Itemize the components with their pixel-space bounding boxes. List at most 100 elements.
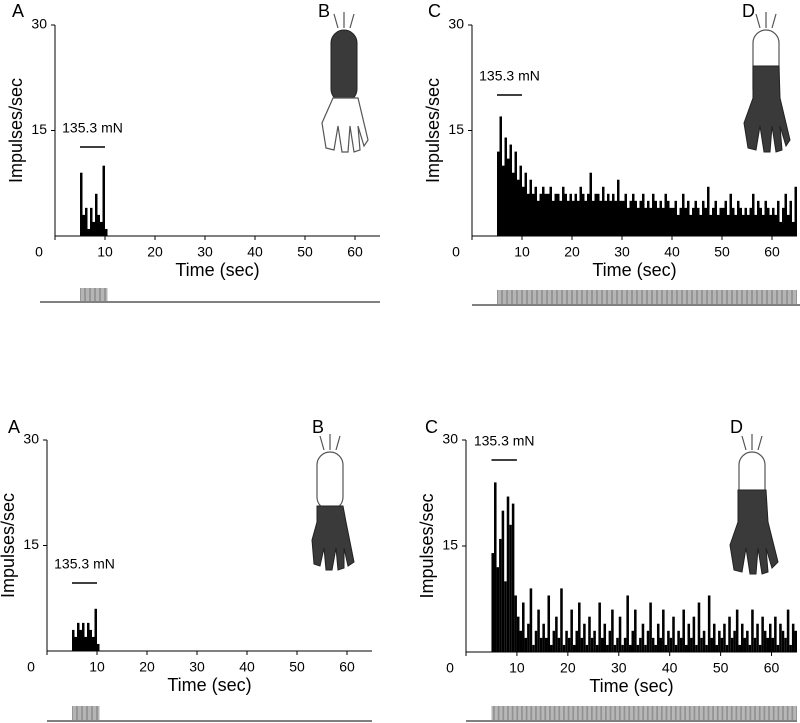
bar [771,637,775,652]
bar [595,644,599,652]
x-tick-label: 40 [247,244,263,260]
bar [604,200,607,236]
bar [544,193,547,236]
bar [603,623,607,652]
bar [609,200,612,236]
bar [632,193,635,236]
x-tick-label: 20 [139,659,155,675]
bar [720,637,724,652]
bar [729,193,732,236]
bar [709,214,712,236]
y-axis-label: Impulses/sec [417,493,437,598]
bar [742,214,745,236]
bar [89,629,92,651]
y-tick-label: 15 [31,121,47,137]
bar [776,644,780,652]
bar [589,172,592,236]
bar [677,630,680,652]
bar [532,193,535,236]
bar [758,644,762,652]
bar [749,207,752,236]
bar [588,616,591,652]
bar [647,200,650,236]
bar [504,581,507,652]
bar [97,214,100,236]
bar [725,644,729,652]
bar [569,193,572,236]
bar [618,616,622,652]
bar [524,172,527,236]
bar [747,214,750,236]
image-label: B [318,1,330,21]
bar [602,186,605,236]
image-label: D [742,1,755,21]
bar [587,193,590,236]
bar [585,644,589,652]
x-axis-label: Time (sec) [589,676,673,696]
bar [717,214,720,236]
bar [664,644,668,652]
stimulus-label: 135.3 mN [54,556,115,572]
x-tick-label: 10 [97,244,113,260]
bar [739,207,742,236]
bar [544,637,548,652]
bar [735,609,739,652]
bar [667,630,670,652]
bar [606,644,609,652]
stimulus-label: 135.3 mN [474,433,535,449]
bar [743,637,747,652]
bar [777,200,780,236]
bar [710,637,713,652]
bar [689,214,692,236]
y-tick-label: 30 [31,16,47,32]
x-tick-label: 20 [560,660,576,676]
bar [511,503,515,652]
bar [554,193,557,236]
bar [644,644,647,652]
bar [552,200,555,236]
bar [699,214,702,236]
bar [578,602,581,652]
bar [746,630,749,652]
x-tick-label: 60 [764,244,780,260]
y-tick-label: 15 [23,536,39,552]
x-tick-label: 50 [714,244,730,260]
bar [575,630,579,652]
bar [697,602,701,652]
bar [684,207,687,236]
bar [534,630,538,652]
bar [552,630,556,652]
bar [656,623,660,652]
bar [617,179,620,236]
bar [657,207,660,236]
bar [639,637,642,652]
bar [674,200,677,236]
bar [674,644,678,652]
bar [599,200,602,236]
bar [664,193,667,236]
bar [759,207,762,236]
bar [501,510,505,652]
bar [491,553,495,652]
x-tick-label: 30 [189,659,205,675]
bar [669,207,672,236]
image-label: D [730,417,743,437]
bar [623,637,627,652]
bar [514,151,517,236]
bar [705,644,708,652]
bar [614,200,617,236]
bar [622,200,625,236]
panel-label: A [8,417,20,437]
bar [792,221,795,236]
bar [774,616,777,652]
limb-drawing [729,434,779,575]
bar [82,214,85,236]
bar [516,616,520,652]
x-tick-label: 0 [27,659,35,675]
bar [534,186,537,236]
bar [542,623,545,652]
bar [506,496,510,652]
bar [102,165,105,236]
bar [628,644,632,652]
